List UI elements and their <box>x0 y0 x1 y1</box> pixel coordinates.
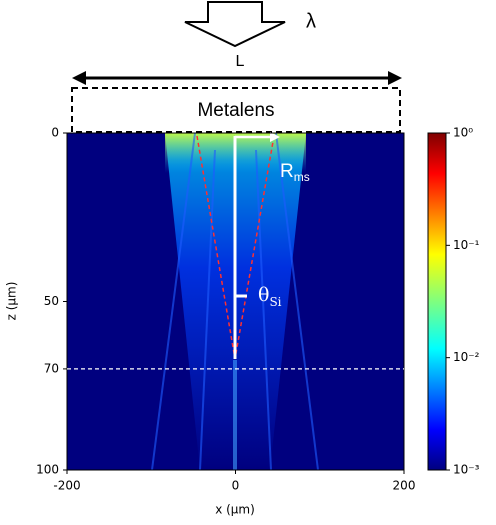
radius-subscript: ms <box>294 170 310 184</box>
x-tick-label: 0 <box>232 479 240 493</box>
x-tick-label: -200 <box>53 479 80 493</box>
colorbar-tick-label: 10⁻² <box>453 350 480 364</box>
y-tick-label: 100 <box>36 463 59 477</box>
length-arrow <box>72 71 402 85</box>
metalens-box <box>71 87 401 133</box>
field-streaks <box>151 132 319 471</box>
angle-label: θSi <box>258 284 282 309</box>
cone-edges <box>196 135 275 360</box>
y-axis-label: z (µm) <box>5 282 19 321</box>
wavelength-label: λ <box>306 10 316 32</box>
colorbar <box>427 132 447 471</box>
radius-label: Rms <box>280 161 310 184</box>
metalens-label: Metalens <box>197 100 274 121</box>
angle-symbol: θ <box>258 284 269 306</box>
x-tick-label: 200 <box>393 479 416 493</box>
y-tick-label: 50 <box>44 294 59 308</box>
colorbar-tick-label: 10⁻¹ <box>453 238 480 252</box>
colorbar-tick-label: 10⁰ <box>453 126 473 140</box>
length-label: L <box>236 53 245 70</box>
radius-arrow <box>235 132 280 142</box>
incident-arrow <box>184 1 286 48</box>
angle-subscript: Si <box>269 295 281 309</box>
x-axis-label: x (µm) <box>215 503 255 517</box>
colorbar-tick-label: 10⁻³ <box>453 463 480 477</box>
radius-symbol: R <box>280 161 294 182</box>
y-tick-label: 0 <box>51 126 59 140</box>
y-tick-label: 70 <box>44 361 59 375</box>
